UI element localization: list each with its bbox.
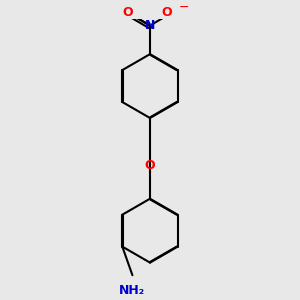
Text: −: − [178, 1, 189, 14]
Text: N: N [145, 19, 155, 32]
Text: O: O [123, 6, 134, 19]
Text: O: O [145, 159, 155, 172]
Text: O: O [161, 6, 172, 19]
Text: NH₂: NH₂ [119, 284, 146, 297]
